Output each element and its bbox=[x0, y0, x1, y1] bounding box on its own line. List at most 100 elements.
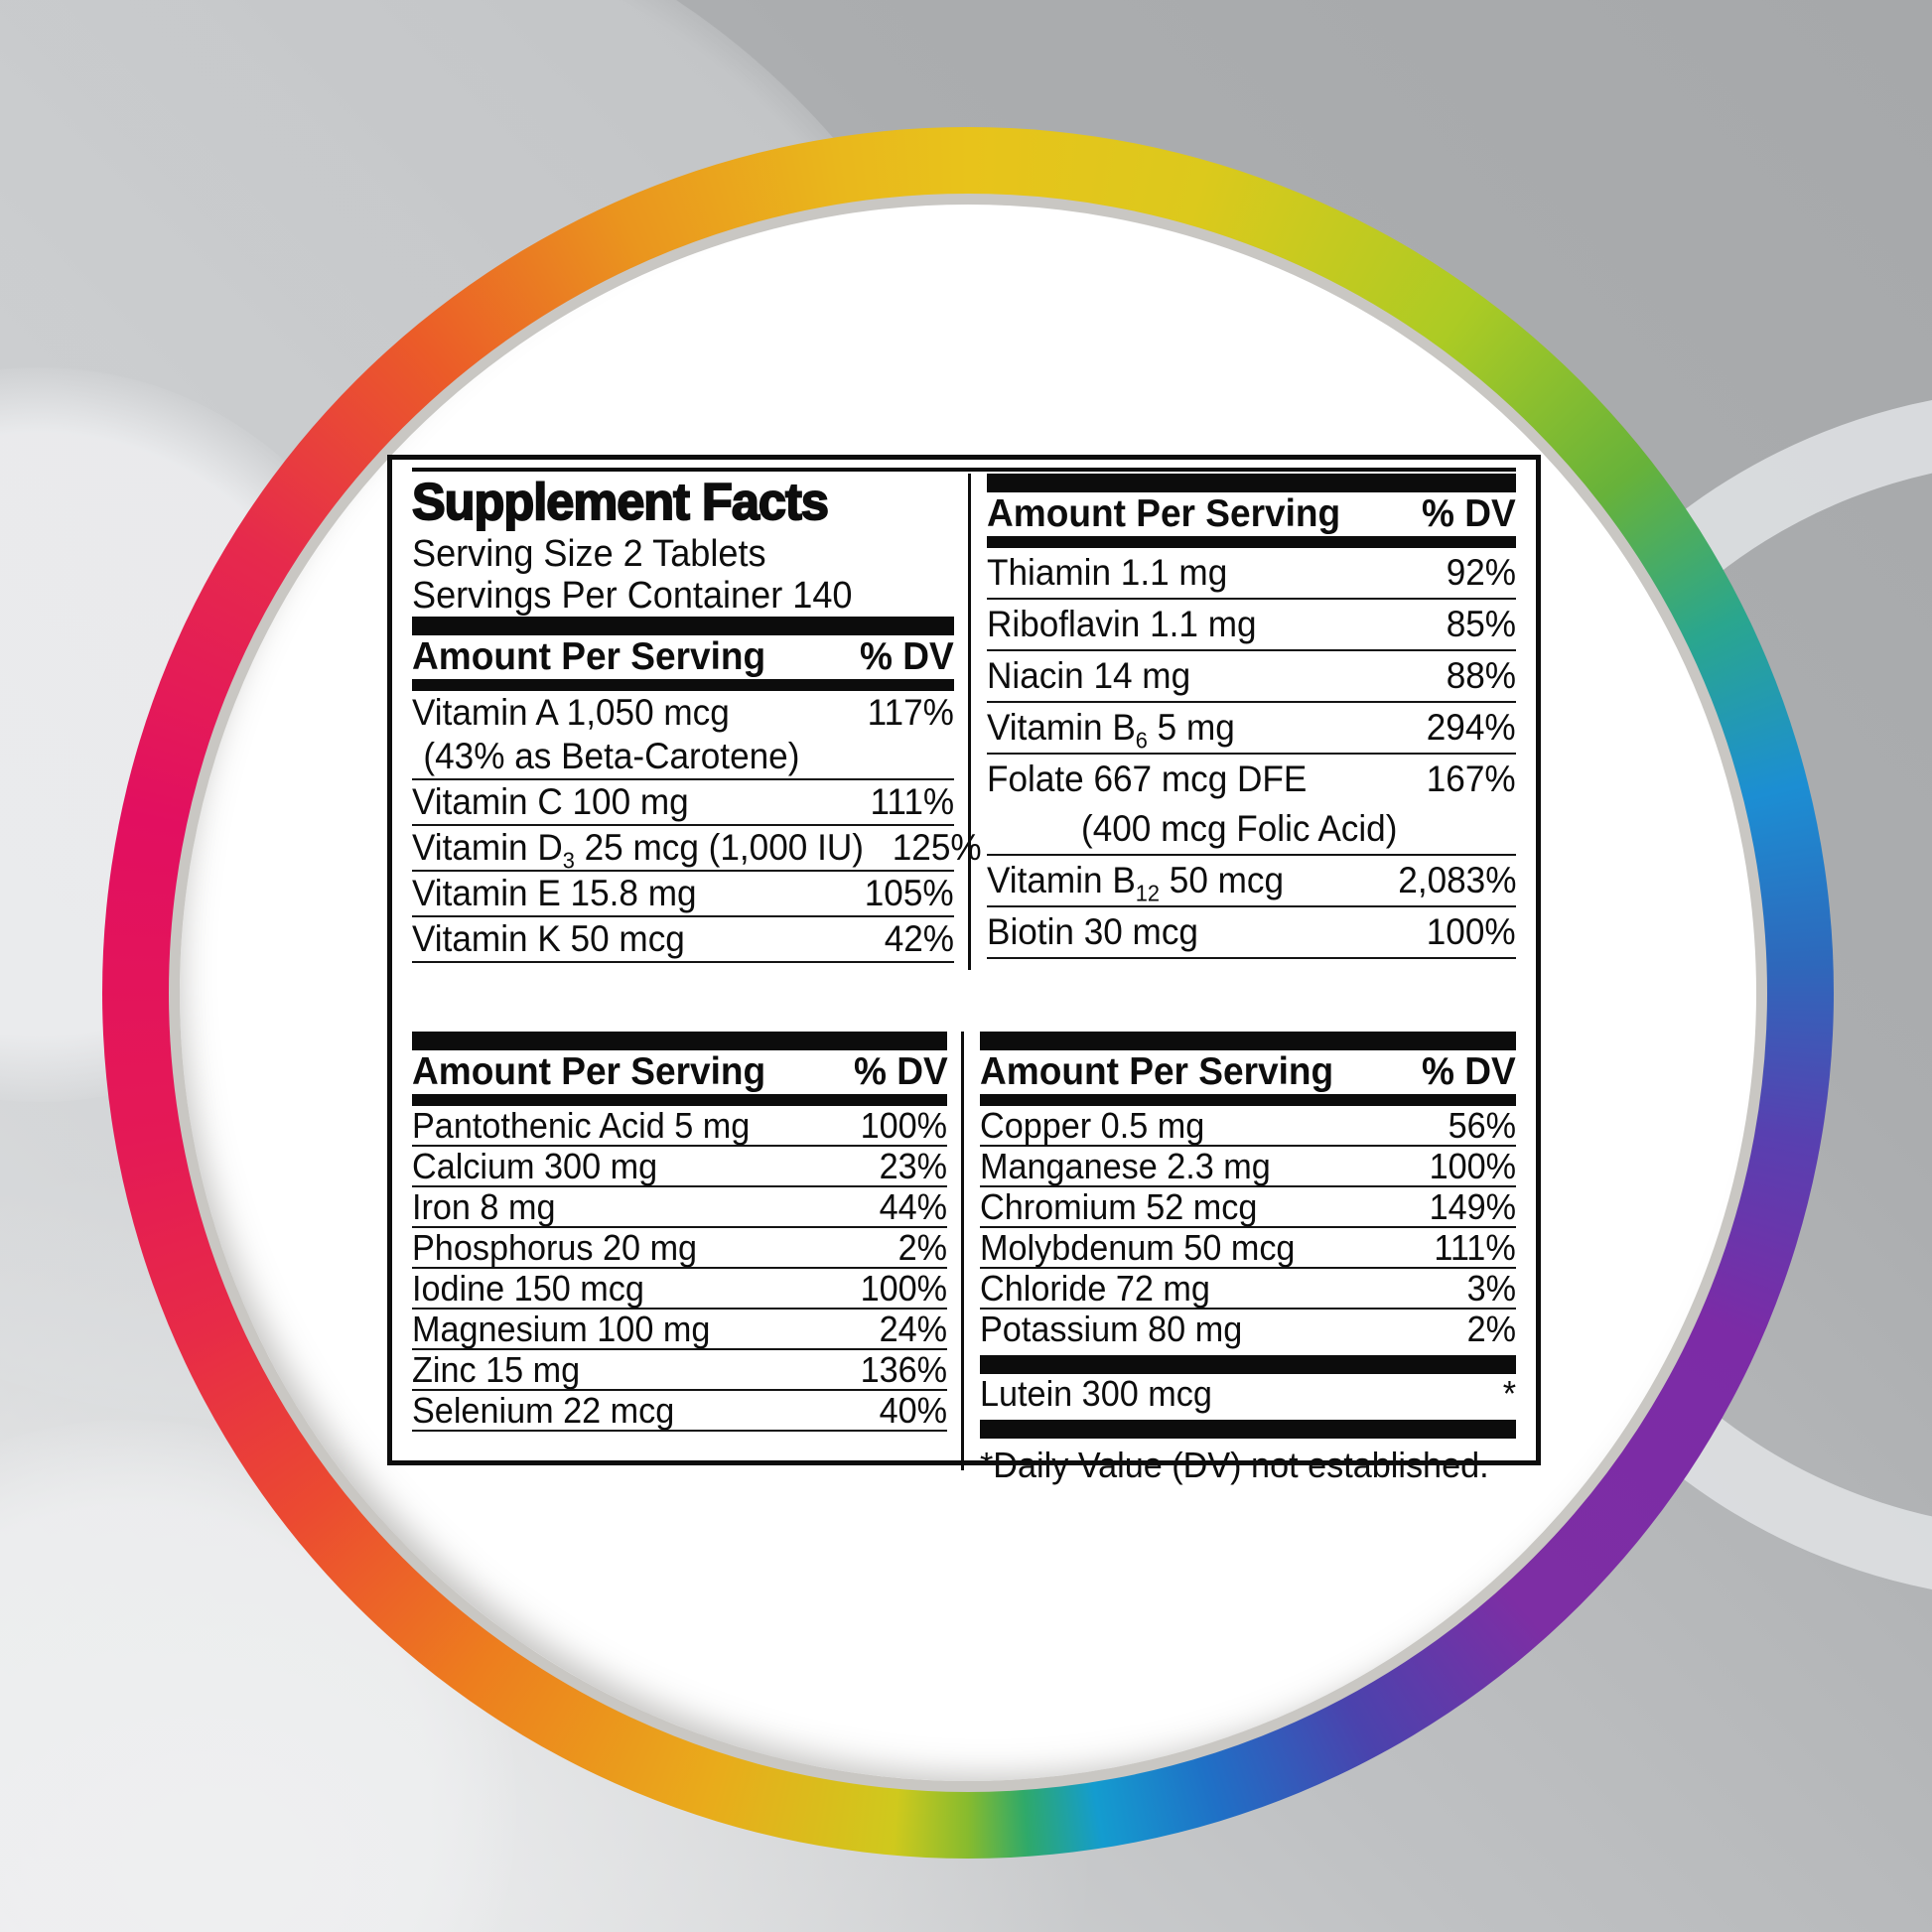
nutrient-line: Chloride 72 mg 3% bbox=[980, 1267, 1516, 1309]
nutrient-name: Zinc 15 mg bbox=[412, 1348, 581, 1390]
nutrient-name: Molybdenum 50 mcg bbox=[980, 1226, 1296, 1268]
nutrient-dv: 2,083% bbox=[1397, 860, 1516, 900]
amount-per-serving-label: Amount Per Serving bbox=[980, 1050, 1334, 1093]
column-divider-top bbox=[968, 474, 971, 970]
nutrient-dv: 56% bbox=[1448, 1104, 1516, 1146]
nutrient-name: Vitamin B12 50 mcg bbox=[987, 860, 1285, 906]
nutrient-dv: 294% bbox=[1427, 707, 1516, 748]
nutrient-dv: 85% bbox=[1446, 604, 1516, 644]
table-end-rule bbox=[412, 1430, 948, 1432]
nutrient-row: Lutein 300 mcg * bbox=[980, 1372, 1516, 1414]
panel-bottom-section: Amount Per Serving % DV Pantothenic Acid 5… bbox=[412, 1032, 1516, 1485]
nutrient-line: Iodine 150 mcg 100% bbox=[412, 1268, 947, 1309]
nutrient-row: Molybdenum 50 mcg 111% bbox=[980, 1226, 1516, 1268]
nutrient-row: Iodine 150 mcg 100% bbox=[412, 1267, 948, 1309]
top-left-column: Supplement Facts Serving Size 2 Tablets … bbox=[411, 474, 982, 970]
section-bar bbox=[980, 1094, 1516, 1106]
vitamins-table-top-right: Amount Per Serving % DV Thiamin 1.1 mg 92% R… bbox=[987, 474, 1516, 959]
panel-top-section: Supplement Facts Serving Size 2 Tablets … bbox=[411, 474, 1516, 970]
nutrient-name: Vitamin A 1,050 mcg bbox=[412, 692, 730, 733]
section-bar bbox=[980, 1032, 1516, 1050]
nutrient-dv: 105% bbox=[865, 873, 954, 913]
top-right-column: Amount Per Serving % DV Thiamin 1.1 mg 92% R… bbox=[971, 474, 1516, 970]
nutrient-name: Thiamin 1.1 mg bbox=[987, 552, 1228, 593]
section-bar bbox=[980, 1420, 1516, 1439]
nutrient-row: Vitamin A 1,050 mcg 117% (43% as Beta-Caro… bbox=[412, 691, 954, 778]
nutrient-name: Chloride 72 mg bbox=[980, 1267, 1211, 1309]
section-bar bbox=[980, 1355, 1516, 1374]
nutrient-dv: 100% bbox=[1427, 911, 1516, 952]
nutrient-name: Biotin 30 mcg bbox=[987, 911, 1198, 952]
percent-dv-label: % DV bbox=[853, 1050, 948, 1093]
nutrient-row: Selenium 22 mcg 40% bbox=[412, 1389, 948, 1431]
nutrient-row: Calcium 300 mg 23% bbox=[412, 1145, 948, 1186]
nutrient-row: Phosphorus 20 mg 2% bbox=[412, 1226, 948, 1268]
section-gap bbox=[412, 970, 1516, 1032]
nutrient-dv: 42% bbox=[884, 918, 954, 959]
nutrient-dv: 100% bbox=[860, 1104, 948, 1146]
nutrient-note: (43% as Beta-Carotene) bbox=[423, 736, 800, 776]
nutrient-line: Vitamin A 1,050 mcg 117% bbox=[412, 691, 954, 735]
table-header: Amount Per Serving % DV bbox=[412, 1050, 947, 1094]
nutrient-line: Vitamin B6 5 mg 294% bbox=[987, 703, 1516, 753]
section-bar bbox=[412, 1094, 948, 1106]
nutrient-name: Magnesium 100 mg bbox=[412, 1308, 711, 1349]
nutrient-name: Riboflavin 1.1 mg bbox=[987, 604, 1257, 644]
nutrient-row: Vitamin C 100 mg 111% bbox=[412, 778, 954, 824]
nutrient-dv: 2% bbox=[897, 1226, 948, 1268]
nutrient-dv: 40% bbox=[879, 1389, 948, 1431]
nutrient-line: Vitamin E 15.8 mg 105% bbox=[412, 872, 954, 915]
table-header: Amount Per Serving % DV bbox=[412, 635, 954, 679]
nutrient-dv: 167% bbox=[1427, 759, 1516, 799]
servings-per-container: Servings Per Container 140 bbox=[412, 575, 853, 617]
nutrient-name: Manganese 2.3 mg bbox=[980, 1145, 1272, 1186]
nutrient-note: (400 mcg Folic Acid) bbox=[1081, 808, 1398, 849]
panel-title: Supplement Facts bbox=[411, 474, 830, 531]
nutrient-name: Vitamin K 50 mcg bbox=[412, 918, 685, 959]
nutrient-dv: 111% bbox=[870, 781, 954, 822]
percent-dv-label: % DV bbox=[860, 635, 954, 678]
bottom-left-column: Amount Per Serving % DV Pantothenic Acid 5… bbox=[412, 1032, 961, 1470]
nutrient-name: Vitamin B6 5 mg bbox=[987, 707, 1235, 754]
nutrient-dv: 44% bbox=[879, 1185, 948, 1227]
dv-footnote: *Daily Value (DV) not established. bbox=[980, 1445, 1490, 1485]
nutrient-name: Pantothenic Acid 5 mg bbox=[412, 1104, 751, 1146]
nutrient-dv: 111% bbox=[1434, 1226, 1516, 1268]
column-divider-bottom bbox=[961, 1032, 965, 1470]
nutrient-line: Niacin 14 mg 88% bbox=[987, 651, 1516, 701]
nutrient-line: Vitamin C 100 mg 111% bbox=[412, 780, 954, 824]
nutrient-name: Copper 0.5 mg bbox=[980, 1104, 1205, 1146]
nutrient-dv: 100% bbox=[1429, 1145, 1516, 1186]
nutrient-dv: * bbox=[1502, 1372, 1516, 1414]
panel-top-rule bbox=[412, 468, 1516, 472]
bottom-right-column: Amount Per Serving% DV Copper 0.5 mg 56% Ma… bbox=[964, 1032, 1516, 1485]
nutrient-dv: 24% bbox=[879, 1308, 948, 1349]
nutrient-line: Lutein 300 mcg * bbox=[980, 1372, 1516, 1414]
nutrient-row: Biotin 30 mcg 100% bbox=[987, 905, 1516, 957]
minerals-table-bottom-left: Amount Per Serving % DV Pantothenic Acid 5… bbox=[412, 1032, 948, 1432]
nutrient-line: Phosphorus 20 mg 2% bbox=[412, 1226, 948, 1268]
table-end-rule bbox=[987, 957, 1516, 959]
nutrient-dv: 92% bbox=[1446, 552, 1516, 593]
nutrient-row: Vitamin K 50 mcg 42% bbox=[412, 915, 954, 961]
nutrient-row: Copper 0.5 mg 56% bbox=[980, 1104, 1516, 1146]
nutrient-row: Vitamin B6 5 mg 294% bbox=[987, 701, 1516, 753]
nutrient-row: Chromium 52 mcg 149% bbox=[980, 1185, 1516, 1227]
nutrient-dv: 23% bbox=[879, 1145, 948, 1186]
nutrient-dv: 117% bbox=[867, 692, 954, 733]
nutrient-name: Vitamin E 15.8 mg bbox=[412, 873, 697, 913]
nutrient-row: Manganese 2.3 mg 100% bbox=[980, 1145, 1516, 1186]
nutrient-dv: 125% bbox=[892, 827, 982, 868]
nutrient-row: Chloride 72 mg 3% bbox=[980, 1267, 1516, 1309]
nutrient-line: Molybdenum 50 mcg 111% bbox=[980, 1226, 1516, 1268]
nutrient-line: Selenium 22 mcg 40% bbox=[412, 1389, 948, 1431]
nutrient-dv: 136% bbox=[860, 1348, 948, 1390]
nutrient-name: Calcium 300 mg bbox=[412, 1145, 658, 1186]
supplement-facts-panel: Supplement Facts Serving Size 2 Tablets … bbox=[387, 455, 1541, 1485]
nutrient-row: Vitamin B12 50 mcg 2,083% bbox=[987, 854, 1516, 905]
nutrient-line: Pantothenic Acid 5 mg 100% bbox=[412, 1104, 948, 1146]
amount-per-serving-label: Amount Per Serving bbox=[987, 492, 1341, 535]
nutrient-line: Iron 8 mg 44% bbox=[412, 1185, 948, 1227]
minerals-table-bottom-right: Amount Per Serving% DV Copper 0.5 mg 56% Ma… bbox=[980, 1032, 1516, 1486]
